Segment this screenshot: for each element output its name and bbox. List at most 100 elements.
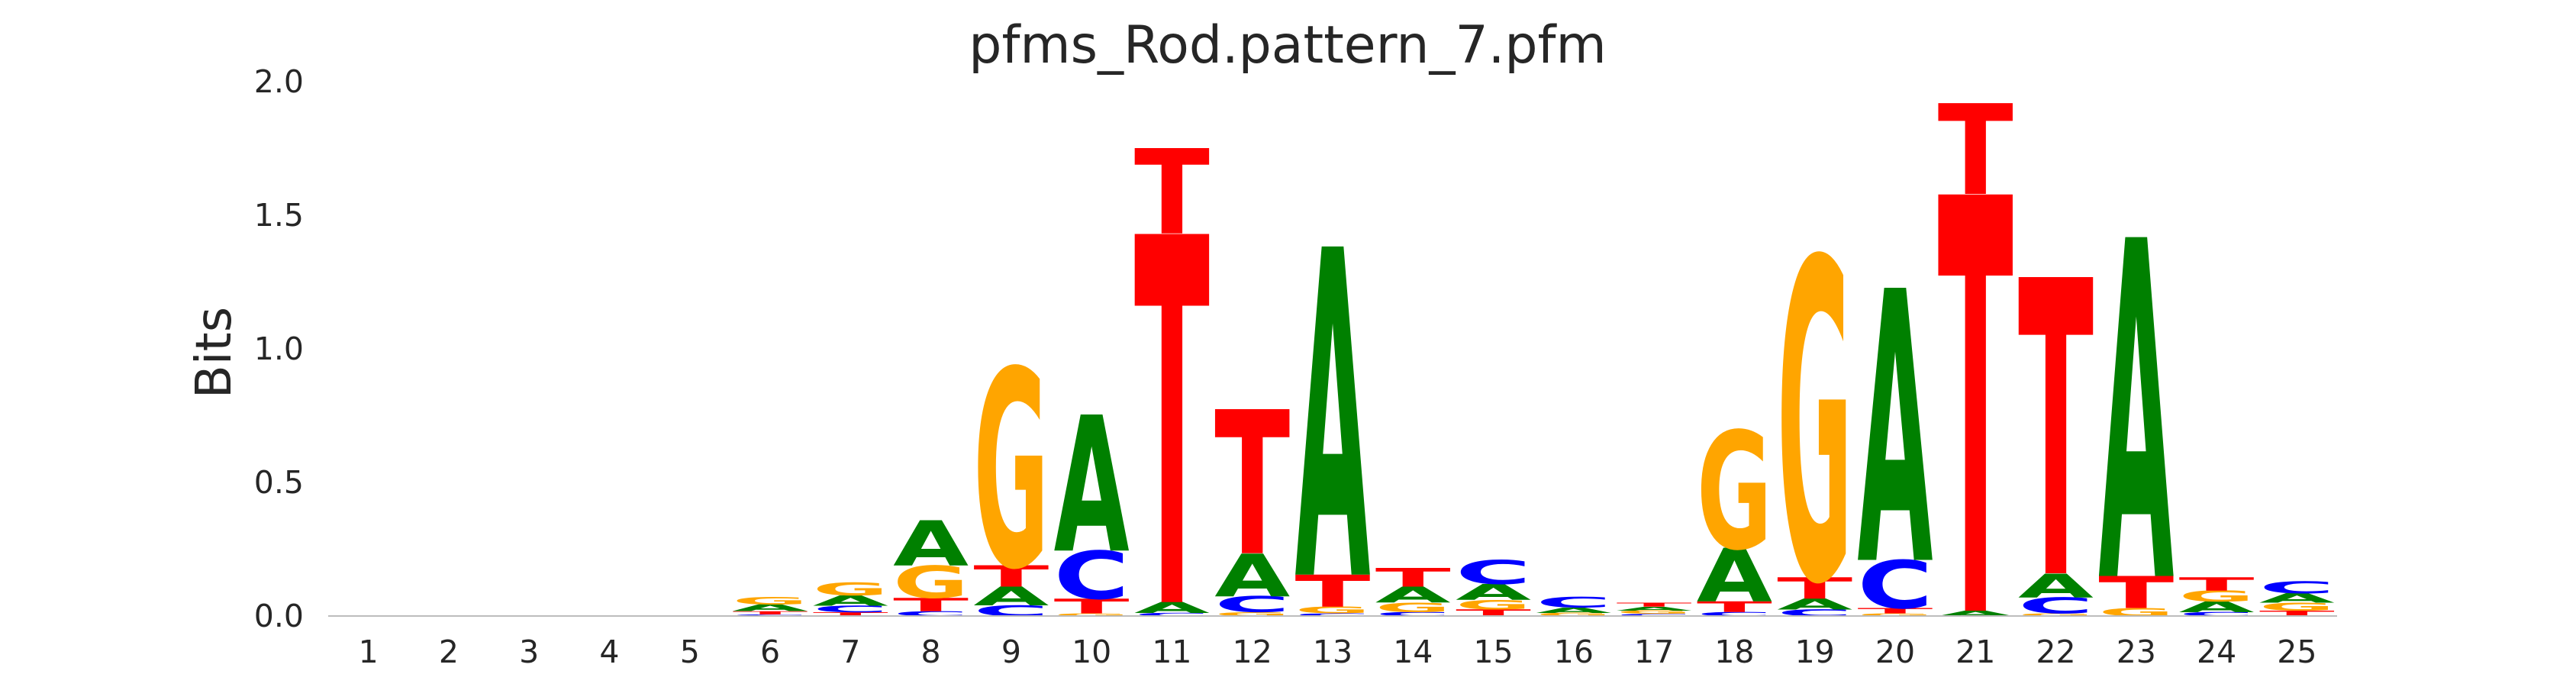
- logo-letter-glyph: A: [2179, 598, 2255, 615]
- logo-letter-t: T: [733, 611, 808, 616]
- logo-letter-a: A: [1617, 605, 1692, 611]
- y-tick-label: 0.5: [254, 464, 304, 501]
- x-tick-label: 5: [680, 634, 700, 670]
- logo-letter-glyph: G: [2018, 613, 2094, 618]
- logo-letter-c: C: [1536, 594, 1611, 611]
- logo-letter-glyph: A: [893, 508, 969, 581]
- logo-letter-g: G: [1295, 605, 1371, 615]
- logo-letter-g: G: [1777, 170, 1852, 682]
- logo-letter-glyph: G: [1214, 611, 1290, 617]
- logo-letter-g: G: [1375, 600, 1451, 614]
- logo-letter-g: G: [1697, 399, 1772, 587]
- logo-letter-a: A: [1697, 534, 1772, 619]
- logo-letter-glyph: C: [1456, 553, 1531, 592]
- logo-letter-glyph: A: [2098, 145, 2175, 686]
- logo-letter-c: C: [1697, 611, 1772, 617]
- x-tick-label: 24: [2197, 634, 2236, 670]
- x-tick-label: 9: [1001, 634, 1021, 670]
- letter-stacks: CTAGTCAGCTGACATGGTCACATTGCATCGTACGATTGAC…: [733, 79, 2336, 687]
- logo-letter-c: C: [1214, 592, 1290, 617]
- logo-letter-glyph: T: [1214, 370, 1290, 600]
- x-tick-label: 18: [1714, 634, 1754, 670]
- logo-letter-g: G: [1617, 610, 1692, 615]
- logo-letter-glyph: T: [1134, 133, 1211, 687]
- logo-letter-glyph: T: [1617, 602, 1692, 608]
- x-tick-label: 7: [840, 634, 860, 670]
- logo-letter-t: T: [2098, 568, 2174, 619]
- logo-letter-glyph: A: [1857, 214, 1933, 649]
- x-tick-label: 3: [519, 634, 539, 670]
- logo-letter-g: G: [2179, 588, 2255, 605]
- logo-letter-c: C: [813, 604, 888, 614]
- logo-letter-c: C: [1617, 613, 1692, 616]
- logo-letter-g: G: [2259, 601, 2335, 614]
- logo-letter-c: C: [1054, 537, 1130, 614]
- y-tick-label: 1.0: [254, 331, 304, 367]
- logo-letter-a: A: [1214, 541, 1290, 609]
- logo-letter-glyph: A: [1054, 379, 1130, 595]
- logo-letter-a: A: [1777, 595, 1852, 612]
- x-tick-label: 1: [359, 634, 379, 670]
- logo-letter-c: C: [2259, 578, 2335, 597]
- logo-letter-g: G: [1456, 598, 1531, 612]
- logo-letter-glyph: T: [1938, 79, 2013, 224]
- logo-letter-glyph: A: [1938, 609, 2013, 618]
- logo-letter-t: T: [1777, 572, 1852, 605]
- logo-letter-a: A: [2259, 591, 2336, 606]
- logo-letter-a: A: [733, 603, 808, 614]
- logo-letter-t: T: [2259, 609, 2335, 618]
- logo-letter-a: A: [1456, 579, 1531, 605]
- x-tick-label: 25: [2277, 634, 2316, 670]
- x-tick-label: 10: [1072, 634, 1111, 670]
- logo-letter-g: G: [1857, 613, 1933, 618]
- x-tick-label: 13: [1313, 634, 1352, 670]
- x-tick-label: 15: [1473, 634, 1513, 670]
- logo-letter-glyph: G: [1617, 610, 1692, 615]
- logo-letter-glyph: G: [1777, 170, 1852, 682]
- logo-letter-t: T: [1295, 566, 1371, 618]
- logo-letter-glyph: T: [1295, 566, 1371, 618]
- logo-letter-a: A: [2098, 145, 2175, 686]
- logo-letter-t: T: [1375, 563, 1451, 592]
- x-tick-label: 4: [599, 634, 619, 670]
- logo-letter-g: G: [1536, 612, 1611, 618]
- logo-letter-glyph: C: [1134, 612, 1210, 618]
- logo-letter-t: T: [1938, 79, 2013, 224]
- logo-letter-glyph: C: [1617, 613, 1692, 616]
- x-tick-label: 12: [1233, 634, 1272, 670]
- logo-letter-glyph: G: [1054, 613, 1130, 618]
- logo-letter-glyph: G: [1697, 399, 1772, 587]
- logo-letter-glyph: T: [973, 560, 1049, 593]
- logo-letter-g: G: [893, 557, 969, 608]
- logo-letter-t: T: [1134, 133, 1211, 687]
- y-axis-label: Bits: [186, 307, 243, 398]
- logo-letter-glyph: A: [813, 592, 888, 608]
- logo-letter-glyph: G: [1375, 600, 1451, 614]
- logo-letter-t: T: [1054, 595, 1130, 618]
- logo-letter-t: T: [2018, 196, 2094, 669]
- logo-letter-glyph: A: [1777, 595, 1852, 612]
- logo-letter-c: C: [1375, 611, 1451, 617]
- logo-letter-g: G: [973, 314, 1049, 629]
- logo-letter-glyph: C: [1375, 611, 1451, 617]
- logo-letter-glyph: A: [1134, 599, 1210, 616]
- logo-letter-glyph: A: [1456, 579, 1531, 605]
- x-axis-ticks: 1 2 3 4 5 6 7 8 9 10 11 12 13 14 15 16 17 18 19 20 21 22 23 24 2…: [359, 634, 2317, 670]
- logo-letter-glyph: T: [1777, 572, 1852, 605]
- x-tick-label: 2: [439, 634, 459, 670]
- logo-letter-a: A: [2018, 566, 2094, 605]
- logo-letter-t: T: [2179, 574, 2255, 595]
- logo-letter-glyph: C: [2179, 611, 2255, 617]
- logo-letter-glyph: T: [1375, 563, 1451, 592]
- logo-letter-t: T: [893, 595, 969, 616]
- logo-letter-a: A: [1938, 609, 2013, 618]
- x-tick-label: 23: [2117, 634, 2156, 670]
- logo-letter-a: A: [813, 592, 888, 608]
- logo-letter-glyph: G: [893, 557, 969, 608]
- logo-letter-a: A: [2179, 598, 2255, 615]
- logo-letter-c: C: [2179, 611, 2255, 617]
- logo-letter-glyph: G: [813, 579, 888, 600]
- logo-letter-glyph: A: [2018, 566, 2094, 605]
- logo-letter-a: A: [1054, 379, 1130, 595]
- logo-letter-glyph: T: [1134, 125, 1210, 262]
